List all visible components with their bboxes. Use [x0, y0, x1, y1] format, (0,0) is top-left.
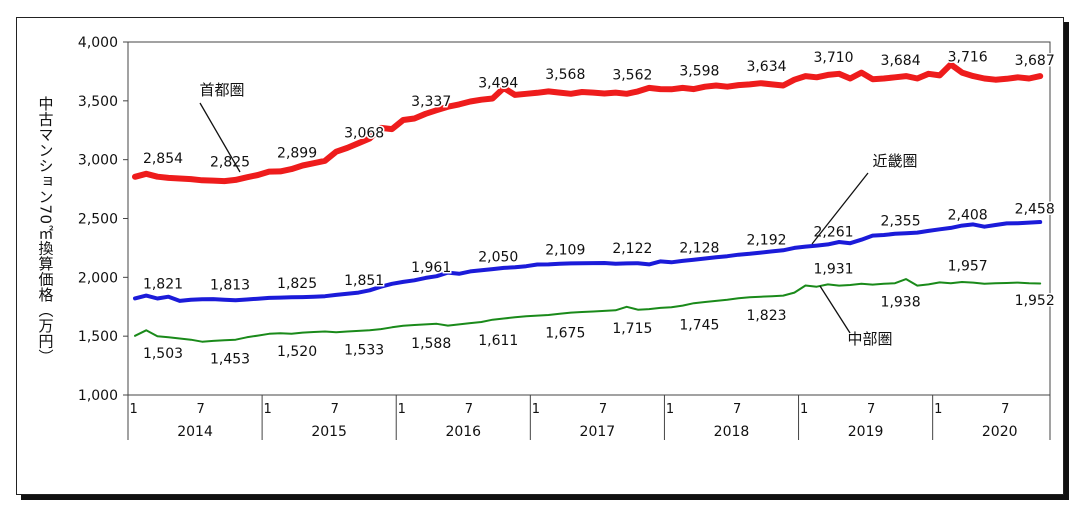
series-annotation: 中部圏 — [847, 330, 892, 348]
year-label: 2018 — [714, 424, 750, 440]
data-label: 3,634 — [746, 59, 786, 75]
month-tick-label: 7 — [197, 402, 205, 417]
y-tick-label: 2,000 — [78, 270, 118, 286]
month-tick-label: 7 — [599, 402, 607, 417]
month-tick-label: 7 — [733, 402, 741, 417]
y-tick-label: 1,500 — [78, 329, 118, 345]
data-label: 1,851 — [344, 273, 384, 289]
data-label: 1,825 — [277, 276, 317, 292]
year-label: 2019 — [848, 424, 884, 440]
data-label: 2,408 — [948, 207, 988, 223]
series-annotation: 近畿圏 — [872, 152, 917, 170]
month-tick-label: 7 — [331, 402, 339, 417]
data-label: 1,611 — [478, 333, 518, 349]
data-label: 1,813 — [210, 277, 250, 293]
annotation-leader — [811, 172, 869, 245]
data-label: 1,957 — [948, 258, 988, 274]
data-label: 2,122 — [612, 241, 652, 257]
month-tick-label: 7 — [465, 402, 473, 417]
data-label: 1,533 — [344, 342, 384, 358]
data-label: 1,821 — [143, 276, 183, 292]
data-label: 3,716 — [948, 49, 988, 65]
month-tick-label: 1 — [264, 402, 272, 417]
data-label: 2,899 — [277, 146, 317, 162]
month-tick-label: 7 — [867, 402, 875, 417]
data-label: 1,588 — [411, 336, 451, 352]
y-axis-title: 中古マンション70㎡換算価格（万円） — [36, 95, 55, 365]
data-label: 3,687 — [1015, 53, 1055, 69]
series-line-2 — [133, 220, 1043, 303]
month-tick-label: 1 — [129, 402, 137, 417]
data-label: 3,562 — [612, 68, 652, 84]
data-label: 3,568 — [545, 67, 585, 83]
data-label: 2,458 — [1015, 201, 1055, 217]
month-tick-label: 1 — [666, 402, 674, 417]
year-label: 2017 — [580, 424, 616, 440]
month-tick-label: 1 — [800, 402, 808, 417]
month-tick-label: 1 — [532, 402, 540, 417]
data-label: 1,520 — [277, 344, 317, 360]
data-label: 1,938 — [881, 295, 921, 311]
data-label: 3,068 — [344, 126, 384, 142]
data-label: 1,715 — [612, 321, 652, 337]
data-label: 3,598 — [679, 63, 719, 79]
y-tick-label: 3,000 — [78, 153, 118, 169]
data-label: 2,109 — [545, 243, 585, 259]
year-label: 2016 — [445, 424, 481, 440]
data-label: 2,050 — [478, 249, 518, 265]
month-tick-label: 1 — [398, 402, 406, 417]
data-label: 1,961 — [411, 260, 451, 276]
y-tick-label: 4,000 — [78, 35, 118, 51]
year-label: 2015 — [311, 424, 347, 440]
year-label: 2014 — [177, 424, 213, 440]
data-label: 3,494 — [478, 76, 518, 92]
plot-area — [127, 41, 1051, 396]
data-label: 2,192 — [746, 233, 786, 249]
y-tick-label: 1,000 — [78, 388, 118, 404]
month-tick-label: 1 — [934, 402, 942, 417]
year-label: 2020 — [982, 424, 1018, 440]
y-tick-label: 2,500 — [78, 212, 118, 228]
y-tick-label: 3,500 — [78, 94, 118, 110]
month-tick-label: 7 — [1001, 402, 1009, 417]
data-label: 1,952 — [1015, 293, 1055, 309]
data-label: 2,261 — [813, 225, 853, 241]
series-annotation: 首都圏 — [199, 81, 244, 99]
data-label: 1,675 — [545, 326, 585, 342]
annotation-leader — [199, 102, 241, 173]
data-label: 1,745 — [679, 317, 719, 333]
series-line-3 — [134, 278, 1042, 343]
data-label: 2,825 — [210, 154, 250, 170]
data-label: 1,823 — [746, 308, 786, 324]
annotation-leader — [819, 285, 851, 334]
series-line-1 — [132, 61, 1044, 185]
data-label: 1,931 — [813, 261, 853, 277]
data-label: 1,503 — [143, 346, 183, 362]
data-label: 1,453 — [210, 352, 250, 368]
data-label: 3,684 — [881, 53, 921, 69]
data-label: 3,337 — [411, 94, 451, 110]
data-label: 2,355 — [881, 214, 921, 230]
data-label: 2,128 — [679, 240, 719, 256]
data-label: 2,854 — [143, 151, 183, 167]
data-label: 3,710 — [813, 50, 853, 66]
